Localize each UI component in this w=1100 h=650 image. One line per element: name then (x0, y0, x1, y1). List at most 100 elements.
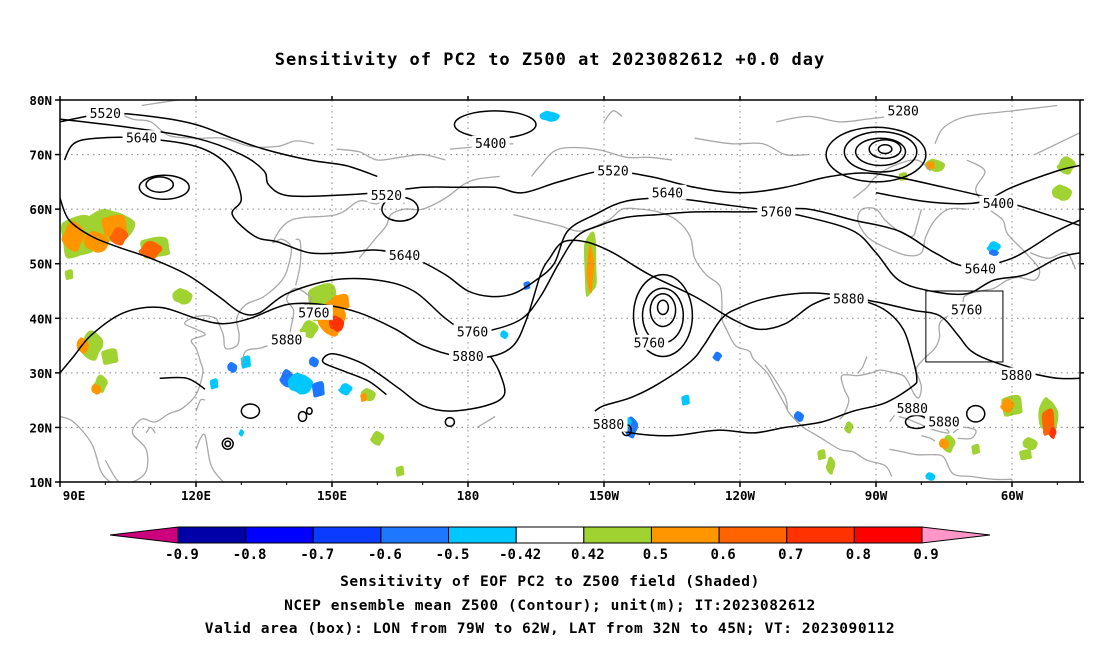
colorbar-box (718, 526, 788, 544)
coastline (857, 356, 868, 374)
colorbar-label: -0.5 (436, 547, 470, 563)
lon-tick-label: 90W (865, 488, 888, 503)
contour-label-bg (925, 413, 963, 429)
colorbar-box (583, 526, 652, 544)
sensitivity-patch (1022, 437, 1038, 451)
sensitivity-patch (986, 241, 1001, 254)
contour-label: 5640 (389, 249, 420, 264)
colorbar-box (515, 526, 585, 544)
sensitivity-patch (172, 288, 193, 305)
map-title: Sensitivity of PC2 to Z500 at 2023082612… (274, 50, 826, 70)
sensitivity-patch (227, 361, 238, 373)
coastline (513, 207, 893, 477)
axis-ticks: 90E 120E 150E 180 150W 120W 90W 60W 80N 70N 60N 50N… (29, 93, 1084, 503)
coastline (852, 159, 931, 199)
contour-label: 5760 (298, 306, 329, 321)
coastline (114, 110, 315, 148)
contour-closed (224, 440, 232, 448)
coastline (476, 415, 496, 428)
lon-tick-label: 180 (457, 488, 480, 503)
colorbar-label: 0.7 (778, 547, 803, 563)
sensitivity-patch (395, 465, 405, 477)
contour-closed (649, 292, 677, 328)
colorbar-label: -0.8 (233, 547, 267, 563)
contour-closed (825, 126, 927, 183)
contour-label-bg (449, 348, 487, 364)
lon-tick-label: 150E (317, 488, 347, 503)
coastline (530, 146, 673, 177)
sensitivity-patch (1000, 398, 1015, 413)
contour-line (159, 376, 206, 390)
lat-tick-label: 40N (29, 311, 52, 326)
contour-label-bg (122, 130, 161, 146)
coastline (195, 433, 224, 482)
colorbar-label: 0.8 (846, 547, 871, 563)
contour-label-bg (86, 105, 125, 121)
coastline (60, 415, 111, 482)
contour-closed (138, 174, 190, 201)
caption-valid-area: Valid area (box): LON from 79W to 62W, L… (204, 621, 896, 637)
colorbar: -0.9 -0.8 -0.7 -0.6 -0.5 -0.42 0.42 0.5 0.6 0.7 0.… (109, 526, 991, 563)
lat-tick-label: 50N (29, 257, 52, 272)
contour-label-bg (893, 400, 932, 416)
colorbar-label: 0.9 (913, 547, 938, 563)
contour-label-bg (757, 203, 796, 219)
lat-tick-label: 80N (29, 93, 52, 108)
contour-label-bg (294, 304, 333, 320)
lon-tick-label: 120E (181, 488, 211, 503)
sensitivity-patch (1056, 156, 1076, 175)
sensitivity-patch (138, 240, 163, 260)
coastline (921, 434, 936, 442)
sensitivity-patch (109, 227, 129, 246)
contour-label-bg (589, 416, 628, 432)
contour-label: 5760 (457, 325, 488, 340)
contour-label: 5520 (90, 107, 121, 122)
sensitivity-patch (240, 355, 251, 369)
contour-label: 5640 (965, 263, 996, 278)
contour-line (321, 353, 506, 412)
sensitivity-patch (843, 421, 854, 434)
coastline (145, 426, 156, 434)
contour-label: 5400 (475, 137, 506, 152)
contour-label: 5520 (371, 189, 402, 204)
sensitivity-patch (500, 330, 509, 339)
contour-line (63, 136, 1080, 298)
sensitivity-patch (939, 438, 950, 450)
lon-tick-label: 120W (725, 488, 756, 503)
contour-label-bg (979, 195, 1018, 211)
contour-label-bg (961, 261, 1000, 277)
sensitivity-patch (91, 383, 102, 395)
contour-closed (444, 416, 456, 428)
colorbar-label: 0.5 (643, 547, 668, 563)
contour-label: 5880 (928, 415, 959, 430)
colorbar-label: -0.6 (368, 547, 402, 563)
coastline (934, 104, 1058, 145)
contour-label: 5880 (271, 334, 302, 349)
sensitivity-patch (681, 394, 690, 406)
coastline (776, 115, 890, 123)
sensitivity-patch (360, 393, 368, 402)
colorbar-label: 0.42 (571, 547, 605, 563)
sensitivity-patch (539, 110, 560, 122)
colorbar-label: -0.9 (165, 547, 199, 563)
contour-label: 5880 (897, 402, 928, 417)
contour-label-bg (884, 102, 923, 118)
coastline (1029, 251, 1077, 270)
coastline (694, 137, 809, 157)
contour-label: 5400 (983, 197, 1014, 212)
contour-closed (868, 139, 902, 160)
contour-labels: 5520 5640 5520 5640 5400 5520 5640 5760 5880 5760… (86, 102, 1036, 433)
lat-tick-label: 30N (29, 366, 52, 381)
sensitivity-patch (825, 456, 836, 475)
sensitivity-patch (311, 381, 325, 398)
contour-closed (305, 407, 313, 416)
coastline (295, 238, 302, 286)
coastline (889, 448, 1013, 481)
colorbar-label: -0.7 (300, 547, 334, 563)
contour-line (60, 197, 1080, 334)
colorbar-box (245, 526, 314, 544)
colorbar-box (177, 526, 247, 544)
contour-closed (145, 176, 175, 193)
colorbar-box (650, 526, 720, 544)
caption-shaded: Sensitivity of EOF PC2 to Z500 field (Sh… (340, 574, 760, 590)
